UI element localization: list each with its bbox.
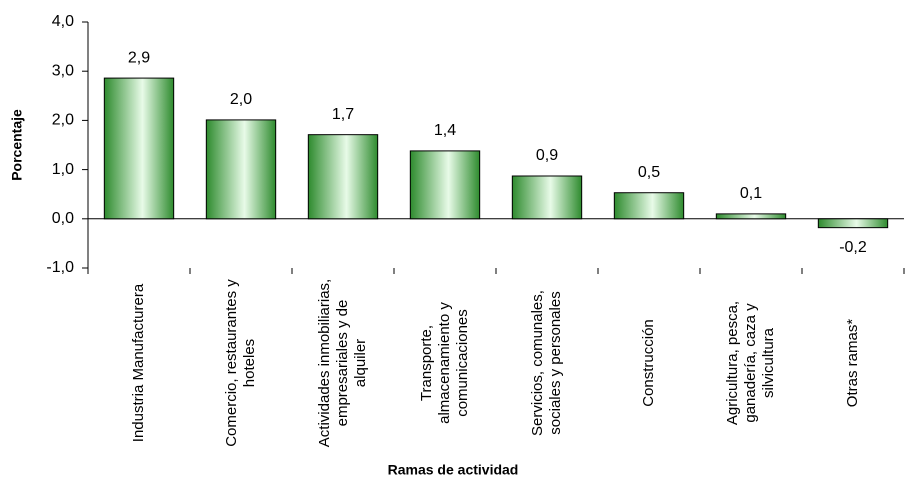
value-label: 1,4 bbox=[434, 122, 456, 139]
x-tick-label: Servicios, comunales, sociales y persona… bbox=[529, 290, 564, 436]
bar bbox=[715, 213, 787, 220]
x-tick-label: Industria Manufacturera bbox=[130, 283, 147, 443]
y-tick-label: 2,0 bbox=[52, 112, 74, 129]
x-tick-label: Otras ramas* bbox=[844, 318, 861, 408]
y-tick-label: 0,0 bbox=[52, 210, 74, 227]
x-tick-label: Agricultura, pesca, ganadería, caza y si… bbox=[724, 300, 777, 426]
y-tick-label: -1,0 bbox=[46, 259, 74, 276]
value-label: 2,0 bbox=[230, 91, 252, 108]
value-label: -0,2 bbox=[839, 239, 867, 256]
bar bbox=[511, 175, 583, 220]
bar bbox=[103, 77, 175, 220]
bar bbox=[817, 218, 889, 229]
y-tick-label: 3,0 bbox=[52, 62, 74, 79]
x-axis-title: Ramas de actividad bbox=[388, 462, 519, 478]
value-label: 0,1 bbox=[740, 185, 762, 202]
y-tick-label: 4,0 bbox=[52, 13, 74, 30]
value-label: 2,9 bbox=[128, 49, 150, 66]
value-label: 0,9 bbox=[536, 147, 558, 164]
x-tick-label: Construcción bbox=[640, 319, 657, 407]
bar bbox=[613, 192, 685, 220]
value-label: 0,5 bbox=[638, 164, 660, 181]
bar bbox=[205, 119, 277, 220]
y-tick-label: 1,0 bbox=[52, 161, 74, 178]
bar bbox=[307, 134, 379, 220]
value-label: 1,7 bbox=[332, 106, 354, 123]
bar bbox=[409, 150, 481, 220]
y-axis-title: Porcentaje bbox=[9, 109, 25, 181]
x-tick-label: Transporte, almacenamiento y comunicacio… bbox=[418, 302, 471, 424]
x-tick-label: Actividades inmobiliarias, empresariales… bbox=[316, 278, 369, 448]
x-tick-label: Comercio, restaurantes y hoteles bbox=[223, 279, 258, 447]
